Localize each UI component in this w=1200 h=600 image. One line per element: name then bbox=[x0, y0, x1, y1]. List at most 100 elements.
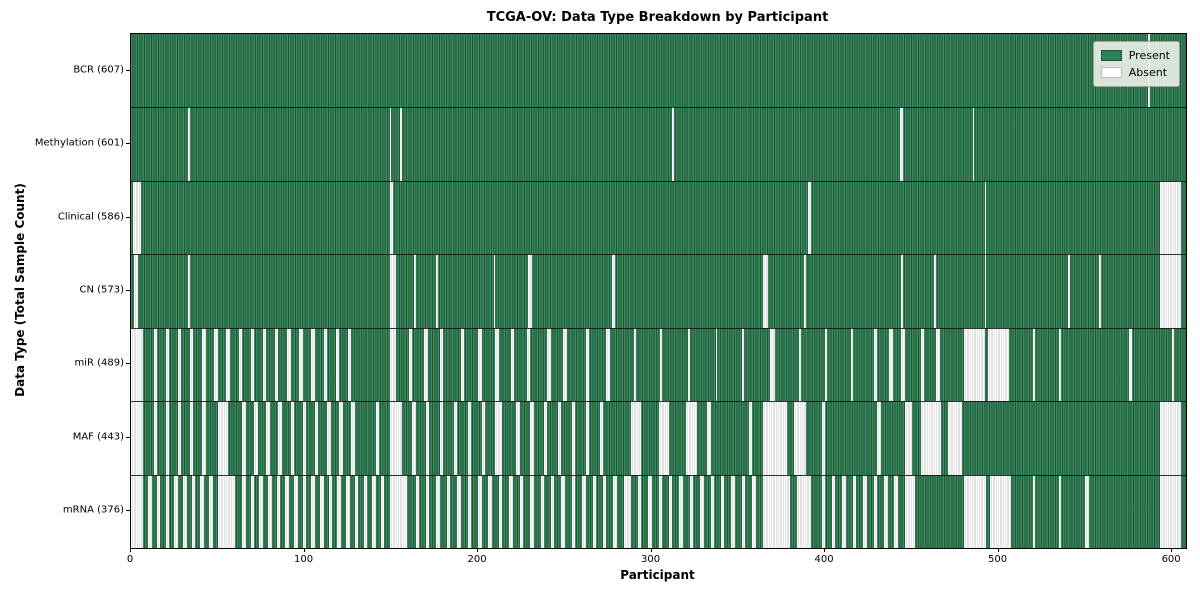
present-swatch-icon bbox=[1100, 50, 1122, 61]
absent-segment bbox=[302, 401, 307, 475]
absent-segment bbox=[202, 327, 206, 402]
absent-segment bbox=[547, 327, 551, 402]
absent-segment bbox=[226, 327, 230, 402]
absent-segment bbox=[389, 107, 392, 181]
absent-segment bbox=[984, 254, 987, 328]
absent-segment bbox=[412, 401, 416, 475]
row-separator bbox=[131, 327, 1186, 329]
absent-segment bbox=[495, 401, 503, 475]
plot-area: Present Absent bbox=[130, 33, 1187, 549]
absent-segment bbox=[250, 327, 255, 402]
absent-segment bbox=[294, 474, 298, 548]
absent-segment bbox=[821, 401, 826, 475]
absent-segment bbox=[285, 474, 289, 548]
chart-title: TCGA-OV: Data Type Breakdown by Particip… bbox=[486, 10, 829, 25]
ytick-label-cn: CN (573) bbox=[79, 284, 124, 296]
row-separator bbox=[131, 254, 1186, 256]
absent-segment bbox=[131, 401, 144, 475]
absent-segment bbox=[679, 474, 683, 548]
absent-segment bbox=[920, 401, 942, 475]
ytick-label-clinical: Clinical (586) bbox=[57, 211, 124, 223]
absent-segment bbox=[613, 474, 617, 548]
xtick-mark bbox=[1171, 548, 1173, 552]
absent-segment bbox=[389, 254, 397, 328]
absent-segment bbox=[630, 401, 642, 475]
absent-segment bbox=[648, 474, 652, 548]
absent-segment bbox=[188, 254, 190, 328]
absent-segment bbox=[799, 327, 801, 402]
absent-segment bbox=[689, 474, 694, 548]
xtick-mark bbox=[477, 548, 479, 552]
heatmap-row-cn bbox=[131, 254, 1186, 328]
xtick-mark bbox=[997, 548, 999, 552]
absent-segment bbox=[389, 401, 402, 475]
ytick-label-maf: MAF (443) bbox=[72, 431, 124, 443]
ytick-mark bbox=[126, 69, 130, 71]
absent-segment bbox=[328, 474, 333, 548]
absent-segment bbox=[339, 401, 343, 475]
absent-segment bbox=[389, 327, 397, 402]
xtick-label-300: 300 bbox=[641, 554, 661, 565]
absent-segment bbox=[658, 474, 662, 548]
absent-segment bbox=[302, 474, 307, 548]
absent-segment bbox=[660, 327, 662, 402]
absent-segment bbox=[389, 474, 407, 548]
absent-segment bbox=[873, 327, 878, 402]
absent-segment bbox=[346, 474, 350, 548]
absent-segment bbox=[899, 107, 904, 181]
absent-segment bbox=[934, 254, 937, 328]
absent-segment bbox=[314, 401, 319, 475]
absent-segment bbox=[493, 254, 496, 328]
absent-segment bbox=[873, 474, 878, 548]
absent-segment bbox=[623, 474, 631, 548]
absent-segment bbox=[259, 474, 263, 548]
absent-segment bbox=[266, 401, 270, 475]
absent-segment bbox=[424, 327, 428, 402]
absent-segment bbox=[672, 107, 675, 181]
absent-segment bbox=[851, 327, 853, 402]
absent-segment bbox=[582, 474, 586, 548]
absent-segment bbox=[762, 401, 787, 475]
absent-segment bbox=[1172, 327, 1174, 402]
absent-segment bbox=[634, 327, 636, 402]
absent-segment bbox=[511, 327, 515, 402]
absent-segment bbox=[299, 327, 303, 402]
absent-segment bbox=[852, 474, 857, 548]
row-separator bbox=[131, 180, 1186, 182]
absent-segment bbox=[268, 474, 272, 548]
absent-segment bbox=[183, 474, 187, 548]
absent-segment bbox=[347, 327, 352, 402]
absent-segment bbox=[687, 327, 690, 402]
xtick-label-0: 0 bbox=[126, 554, 134, 565]
ytick-mark bbox=[126, 436, 130, 438]
absent-segment bbox=[478, 474, 482, 548]
absent-segment bbox=[439, 401, 444, 475]
ytick-mark bbox=[126, 290, 130, 291]
absent-segment bbox=[563, 327, 567, 402]
absent-segment bbox=[752, 474, 756, 548]
absent-segment bbox=[1059, 327, 1062, 402]
absent-segment bbox=[425, 401, 430, 475]
ytick-mark bbox=[126, 216, 130, 218]
absent-segment bbox=[526, 327, 531, 402]
absent-segment bbox=[148, 474, 152, 548]
absent-segment bbox=[134, 254, 138, 328]
absent-segment bbox=[354, 474, 359, 548]
row-separator bbox=[131, 474, 1186, 476]
heatmap-row-clinical bbox=[131, 180, 1186, 255]
absent-segment bbox=[920, 327, 924, 402]
absent-segment bbox=[478, 327, 482, 402]
absent-segment bbox=[327, 401, 331, 475]
absent-segment bbox=[1033, 474, 1036, 548]
absent-segment bbox=[217, 474, 236, 548]
absent-segment bbox=[488, 474, 492, 548]
absent-segment bbox=[453, 401, 458, 475]
absent-segment bbox=[495, 327, 499, 402]
absent-segment bbox=[1128, 327, 1133, 402]
xtick-label-200: 200 bbox=[467, 554, 487, 565]
legend-absent-label: Absent bbox=[1128, 66, 1168, 79]
absent-segment bbox=[1159, 474, 1181, 548]
absent-segment bbox=[762, 474, 791, 548]
absent-segment bbox=[825, 327, 827, 402]
